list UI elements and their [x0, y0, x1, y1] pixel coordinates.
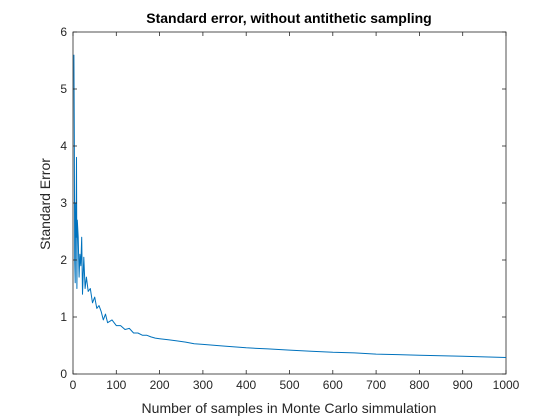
plot-area [72, 31, 507, 375]
x-tick-label: 700 [366, 378, 386, 392]
plot-frame [72, 31, 507, 375]
y-tick-label: 6 [60, 25, 67, 39]
x-tick-label: 300 [193, 378, 213, 392]
x-axis-label: Number of samples in Monte Carlo simmula… [142, 400, 437, 416]
ticks-layer: 0 100 200 300 400 500 600 700 800 900 1000 0 1 2 3 4 5 6 [60, 25, 519, 392]
x-tick-label: 1000 [493, 378, 520, 392]
x-tick-label: 200 [150, 378, 170, 392]
x-tick-label: 600 [323, 378, 343, 392]
x-tick-label: 800 [409, 378, 429, 392]
y-tick-label: 3 [60, 196, 67, 210]
y-tick-label: 1 [60, 310, 67, 324]
y-tick-label: 2 [60, 253, 67, 267]
series-line [73, 54, 507, 358]
y-tick-label: 5 [60, 82, 67, 96]
y-axis-label: Standard Error [37, 158, 53, 250]
x-tick-label: 100 [106, 378, 126, 392]
x-tick-label: 400 [236, 378, 256, 392]
y-tick-label: 0 [60, 367, 67, 381]
data-layer [73, 54, 507, 358]
x-tick-label: 0 [70, 378, 77, 392]
chart-title: Standard error, without antithetic sampl… [146, 10, 431, 26]
x-tick-label: 500 [279, 378, 299, 392]
x-tick-label: 900 [453, 378, 473, 392]
y-tick-label: 4 [60, 139, 67, 153]
